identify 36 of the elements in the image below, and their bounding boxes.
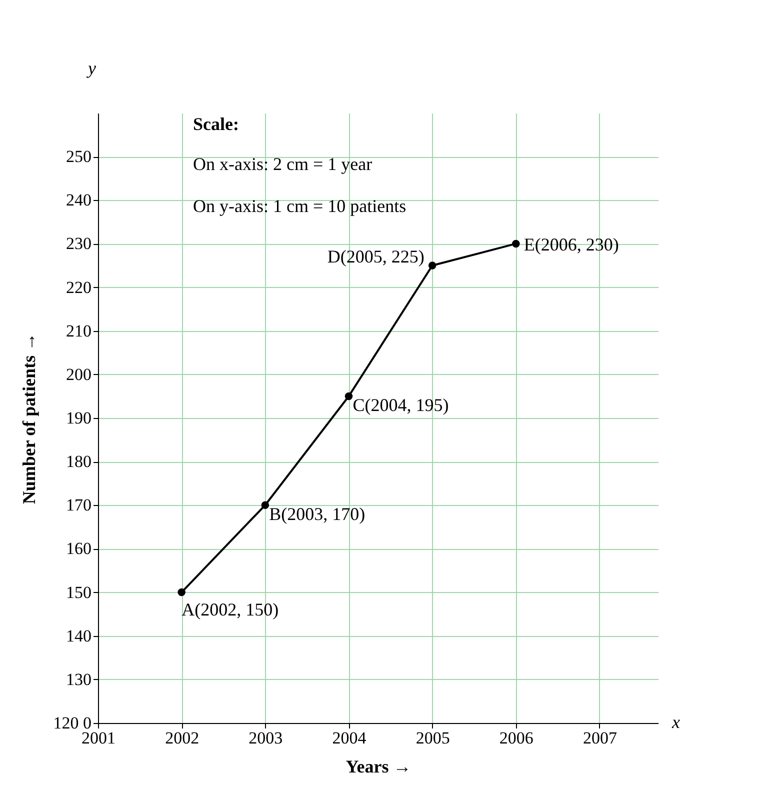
annotation: On x-axis: 2 cm = 1 year [193,154,372,174]
y-tick-label: 130 [66,670,92,689]
y-tick-label: 180 [66,452,92,472]
annotation: A(2002, 150) [182,599,279,620]
y-tick-label: 220 [66,278,92,297]
x-tick-label: 2004 [332,728,367,748]
y-tick-label: 140 [66,626,92,646]
annotation: On y-axis: 1 cm = 10 patients [193,196,406,216]
text: x [671,712,680,732]
x-tick-label: 2002 [165,728,200,748]
y-axis-title: Number of patients → [19,332,39,504]
x-tick-label: 2006 [499,728,534,748]
y-tick-label: 240 [66,190,92,210]
y-tick-label: 250 [66,147,92,166]
annotation: C(2004, 195) [352,395,449,416]
y-tick-label: 170 [66,496,92,515]
x-tick-label: 2007 [582,728,618,748]
y-tick-label: 210 [66,321,92,340]
point [512,240,520,248]
point [261,501,270,510]
annotation: B(2003, 170) [269,504,366,524]
x-axis-title: Years → [346,756,412,776]
annotation: Scale: [193,114,239,134]
y-tick-label: 150 [66,582,92,602]
annotation: E(2006, 230) [524,234,619,255]
y-tick-label: 200 [66,364,92,384]
point [178,588,186,596]
text: y [86,58,96,78]
x-tick-label: 2005 [416,728,450,748]
y-tick-label: 190 [66,408,92,428]
x-tick-label: 2003 [248,728,283,748]
y-tick-label: 230 [66,234,92,254]
point [344,392,353,400]
annotation: D(2005, 225) [327,246,424,266]
y-tick-label: 160 [66,539,92,558]
point [428,262,436,270]
